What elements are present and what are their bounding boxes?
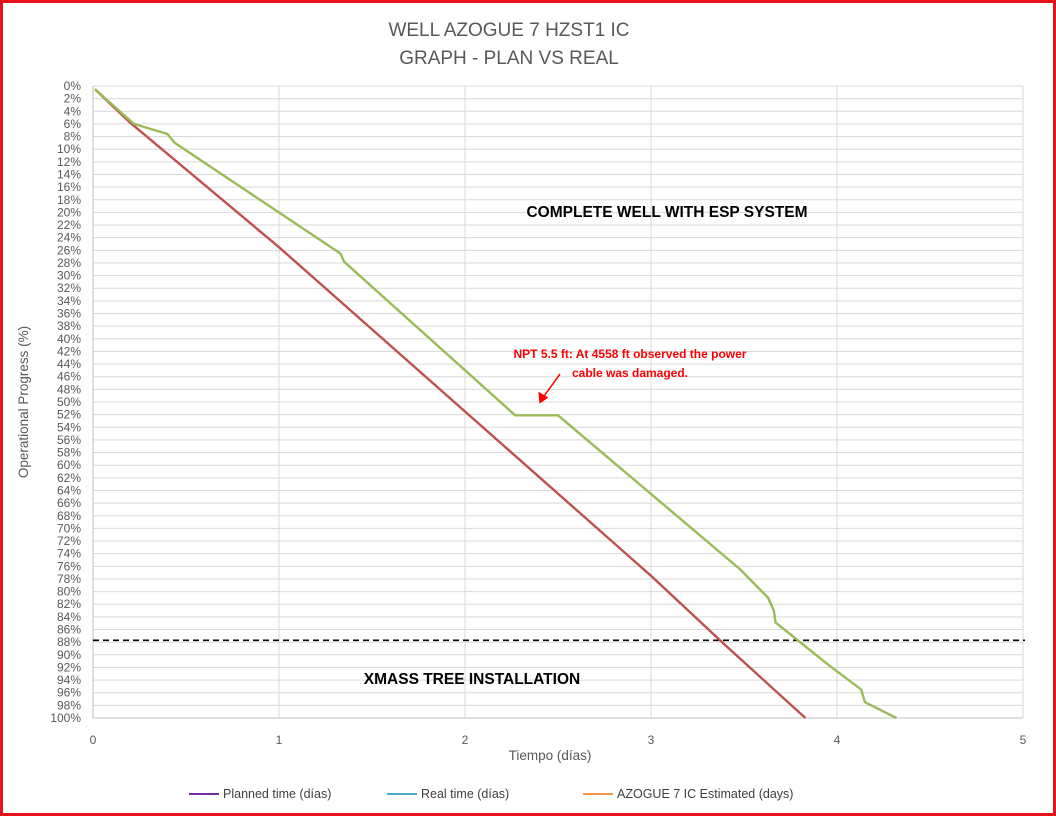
y-tick-label: 92%	[57, 660, 81, 674]
y-tick-label: 6%	[64, 117, 82, 131]
y-tick-label: 70%	[57, 521, 81, 535]
annotation-complete-well: COMPLETE WELL WITH ESP SYSTEM	[526, 204, 807, 221]
legend-item: Real time (días)	[387, 787, 509, 801]
y-tick-label: 80%	[57, 585, 81, 599]
series-line-2	[94, 88, 898, 720]
annotation-npt-line-2: cable was damaged.	[572, 366, 688, 380]
y-tick-label: 22%	[57, 218, 81, 232]
y-tick-label: 50%	[57, 395, 81, 409]
annotation-npt-line-1: NPT 5.5 ft: At 4558 ft observed the powe…	[514, 347, 747, 361]
y-tick-label: 62%	[57, 471, 81, 485]
legend-swatch	[583, 793, 613, 795]
legend-label: Real time (días)	[421, 787, 510, 801]
x-tick-label: 0	[90, 733, 97, 747]
x-tick-label: 1	[276, 733, 283, 747]
y-tick-label: 72%	[57, 534, 81, 548]
y-tick-label: 36%	[57, 307, 81, 321]
chart-title: WELL AZOGUE 7 HZST1 IC	[388, 20, 629, 41]
y-tick-label: 26%	[57, 243, 81, 257]
y-tick-label: 18%	[57, 193, 81, 207]
y-tick-label: 46%	[57, 370, 81, 384]
legend-label: AZOGUE 7 IC Estimated (days)	[617, 787, 794, 801]
y-tick-label: 48%	[57, 382, 81, 396]
y-tick-label: 86%	[57, 623, 81, 637]
annotation-arrow-head	[538, 391, 549, 404]
y-tick-label: 2%	[64, 92, 82, 106]
legend-label: Planned time (días)	[223, 787, 332, 801]
y-tick-label: 34%	[57, 294, 81, 308]
y-tick-label: 54%	[57, 420, 81, 434]
y-tick-label: 68%	[57, 509, 81, 523]
y-tick-label: 82%	[57, 597, 81, 611]
annotation-xmass-tree: XMASS TREE INSTALLATION	[364, 671, 580, 688]
y-tick-label: 4%	[64, 104, 82, 118]
y-tick-label: 52%	[57, 408, 81, 422]
y-tick-label: 100%	[50, 711, 81, 725]
y-tick-label: 84%	[57, 610, 81, 624]
y-tick-label: 38%	[57, 319, 81, 333]
y-tick-label: 44%	[57, 357, 81, 371]
y-tick-label: 20%	[57, 205, 81, 219]
y-tick-label: 98%	[57, 698, 81, 712]
y-tick-label: 10%	[57, 142, 81, 156]
y-tick-label: 8%	[64, 130, 82, 144]
y-tick-label: 24%	[57, 231, 81, 245]
y-tick-label: 64%	[57, 483, 81, 497]
series-line-1	[94, 88, 807, 719]
y-axis-title: Operational Progress (%)	[16, 326, 31, 478]
y-tick-label: 96%	[57, 686, 81, 700]
x-tick-label: 3	[648, 733, 655, 747]
y-tick-label: 0%	[64, 79, 82, 93]
y-tick-label: 90%	[57, 648, 81, 662]
chart-title: GRAPH - PLAN VS REAL	[399, 48, 619, 69]
legend: Planned time (días) Real time (días) AZOGU…	[3, 787, 1056, 805]
y-tick-label: 56%	[57, 433, 81, 447]
legend-item: Planned time (días)	[189, 787, 331, 801]
y-tick-label: 76%	[57, 559, 81, 573]
chart: 0%2%4%6%8%10%12%14%16%18%20%22%24%26%28%…	[16, 20, 1027, 763]
y-tick-label: 58%	[57, 446, 81, 460]
y-tick-label: 42%	[57, 344, 81, 358]
x-axis-title: Tiempo (días)	[509, 748, 592, 763]
y-tick-label: 16%	[57, 180, 81, 194]
x-tick-label: 5	[1020, 733, 1027, 747]
x-tick-label: 2	[462, 733, 469, 747]
annotation-arrow-shaft	[543, 373, 561, 397]
y-tick-label: 78%	[57, 572, 81, 586]
y-tick-label: 94%	[57, 673, 81, 687]
legend-swatch	[387, 793, 417, 795]
legend-swatch	[189, 793, 219, 795]
y-tick-label: 30%	[57, 269, 81, 283]
y-tick-label: 66%	[57, 496, 81, 510]
x-tick-label: 4	[834, 733, 841, 747]
y-tick-label: 40%	[57, 332, 81, 346]
y-tick-label: 60%	[57, 458, 81, 472]
legend-item: AZOGUE 7 IC Estimated (days)	[583, 787, 793, 801]
y-tick-label: 12%	[57, 155, 81, 169]
y-tick-label: 32%	[57, 281, 81, 295]
y-tick-label: 14%	[57, 167, 81, 181]
y-tick-label: 28%	[57, 256, 81, 270]
y-tick-label: 88%	[57, 635, 81, 649]
y-tick-label: 74%	[57, 547, 81, 561]
